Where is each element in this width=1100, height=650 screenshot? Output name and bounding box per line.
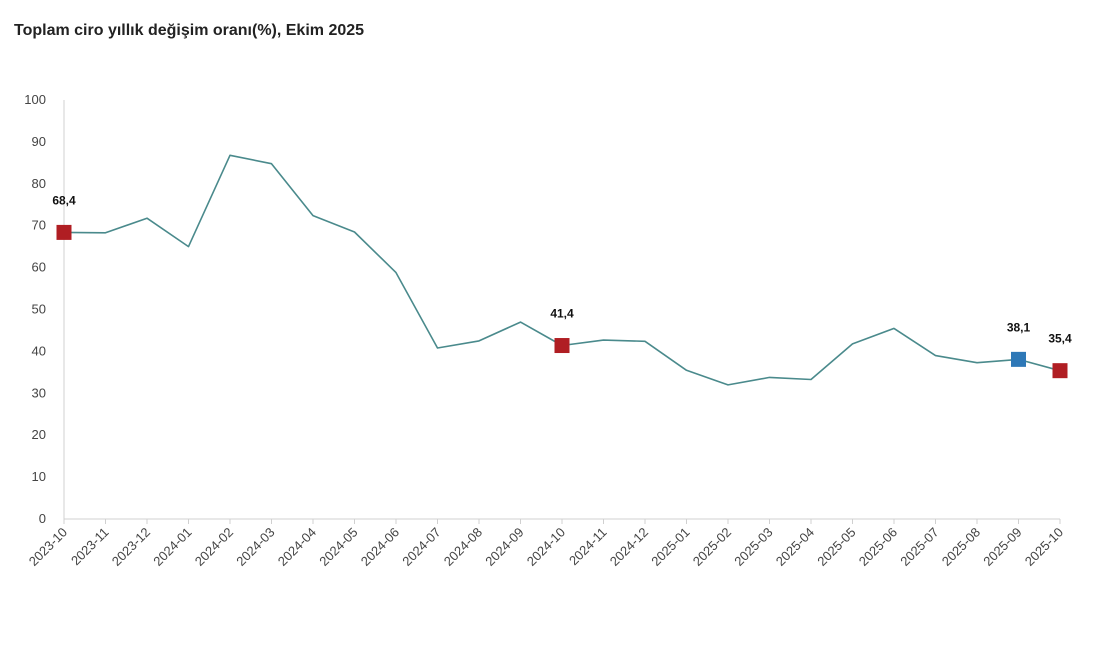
data-label: 38,1 <box>1007 320 1031 334</box>
data-label: 35,4 <box>1048 332 1072 346</box>
y-tick-label: 60 <box>32 260 46 275</box>
x-tick-label: 2025-05 <box>814 525 858 569</box>
data-label: 68,4 <box>52 193 76 207</box>
y-tick-label: 20 <box>32 427 46 442</box>
x-tick-label: 2024-07 <box>399 525 443 569</box>
highlight-marker <box>554 338 570 354</box>
y-tick-label: 40 <box>32 343 46 358</box>
x-tick-label: 2023-10 <box>26 525 70 569</box>
x-tick-label: 2024-01 <box>150 525 194 569</box>
x-tick-label: 2024-09 <box>482 525 526 569</box>
highlight-marker <box>1011 351 1026 367</box>
highlight-marker <box>56 224 72 240</box>
x-tick-label: 2025-08 <box>939 525 983 569</box>
chart-title: Toplam ciro yıllık değişim oranı(%), Eki… <box>14 22 365 39</box>
x-tick-label: 2025-10 <box>1022 525 1066 569</box>
y-tick-label: 90 <box>32 134 46 149</box>
y-tick-label: 50 <box>32 302 46 317</box>
x-tick-label: 2025-09 <box>980 525 1024 569</box>
y-tick-label: 30 <box>32 385 46 400</box>
x-tick-label: 2025-03 <box>731 525 775 569</box>
x-tick-label: 2025-06 <box>856 525 900 569</box>
x-tick-label: 2024-04 <box>275 525 319 569</box>
x-tick-label: 2024-05 <box>316 525 360 569</box>
y-tick-label: 0 <box>39 511 46 526</box>
y-tick-label: 80 <box>32 176 46 191</box>
y-tick-label: 10 <box>32 469 46 484</box>
x-tick-label: 2025-01 <box>648 525 692 569</box>
y-tick-label: 100 <box>24 92 46 107</box>
x-tick-label: 2024-11 <box>566 525 610 569</box>
x-tick-label: 2025-04 <box>773 525 817 569</box>
x-tick-label: 2025-02 <box>690 525 734 569</box>
x-tick-label: 2023-12 <box>109 525 153 569</box>
highlight-marker <box>1052 363 1068 379</box>
x-tick-label: 2024-10 <box>524 525 568 569</box>
x-tick-label: 2023-11 <box>68 525 112 569</box>
x-tick-label: 2024-08 <box>441 525 485 569</box>
data-label: 41,4 <box>550 307 574 321</box>
x-tick-label: 2024-12 <box>607 525 651 569</box>
x-tick-label: 2025-07 <box>897 525 941 569</box>
x-tick-label: 2024-06 <box>358 525 402 569</box>
x-tick-label: 2024-02 <box>192 525 236 569</box>
y-tick-label: 70 <box>32 218 46 233</box>
x-tick-label: 2024-03 <box>233 525 277 569</box>
